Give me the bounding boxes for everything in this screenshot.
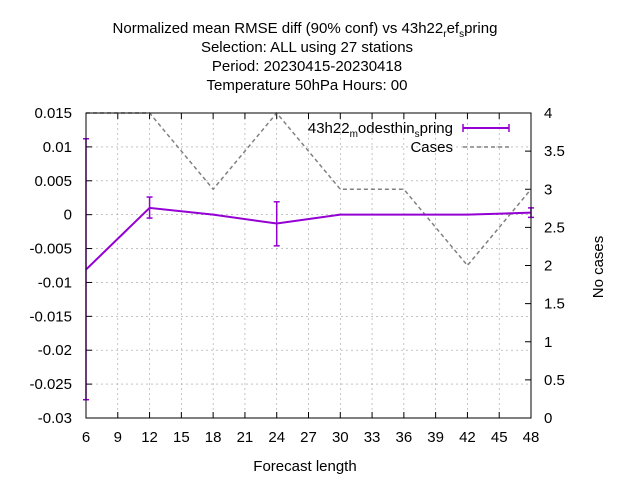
y2-tick-label: 4 bbox=[544, 105, 552, 122]
x-tick-label: 9 bbox=[114, 429, 122, 446]
title-line-1: Normalized mean RMSE diff (90% conf) vs … bbox=[113, 20, 498, 40]
x-tick-label: 39 bbox=[427, 429, 444, 446]
y2-tick-label: 3 bbox=[544, 181, 552, 198]
y2-tick-label: 3.5 bbox=[544, 143, 565, 160]
y2-tick-label: 1 bbox=[544, 334, 552, 351]
x-tick-label: 6 bbox=[82, 429, 90, 446]
main-series-line bbox=[85, 206, 532, 271]
title-sub-2: s bbox=[459, 29, 464, 40]
title-line-3: Period: 20230415-20230418 bbox=[212, 58, 402, 75]
y2-tick-label: 0.5 bbox=[544, 372, 565, 389]
title-main: Normalized mean RMSE diff (90% conf) vs … bbox=[113, 20, 444, 37]
x-tick-label: 18 bbox=[205, 429, 222, 446]
series-cases bbox=[86, 111, 532, 267]
legend: 43h22modesthinspring Cases bbox=[308, 120, 510, 156]
legend-swatch-main-series bbox=[462, 124, 510, 132]
cases-line bbox=[86, 111, 532, 267]
y2-tick-label: 1.5 bbox=[544, 296, 565, 313]
x-tick-label: 21 bbox=[237, 429, 254, 446]
legend-label-main-series: 43h22modesthinspring bbox=[308, 120, 453, 140]
x-tick-label: 30 bbox=[332, 429, 349, 446]
plot-frame bbox=[85, 112, 532, 419]
y-tick-label: -0.03 bbox=[38, 410, 72, 427]
title-line-2: Selection: ALL using 27 stations bbox=[201, 39, 413, 56]
chart-title: Normalized mean RMSE diff (90% conf) vs … bbox=[113, 20, 498, 94]
x-tick-label: 45 bbox=[491, 429, 508, 446]
legend-label-cases: Cases bbox=[410, 139, 453, 156]
y2-axis-ticks: 4 3.5 3 2.5 2 1.5 1 0.5 0 bbox=[525, 105, 565, 427]
y-tick-label: 0.005 bbox=[34, 173, 72, 190]
y2-tick-label: 2 bbox=[544, 258, 552, 275]
y2-tick-label: 2.5 bbox=[544, 219, 565, 236]
x-axis-ticks: 6 9 12 15 18 21 24 27 30 33 36 39 42 45 48 bbox=[82, 113, 540, 446]
x-tick-label: 27 bbox=[300, 429, 317, 446]
x-tick-label: 15 bbox=[173, 429, 190, 446]
title-sub-1: r bbox=[443, 29, 447, 40]
y-tick-label: -0.025 bbox=[29, 376, 72, 393]
y-tick-label: 0.015 bbox=[34, 105, 72, 122]
y-tick-label: -0.015 bbox=[29, 308, 72, 325]
y-tick-label: -0.02 bbox=[38, 342, 72, 359]
y-tick-label: 0 bbox=[64, 207, 72, 224]
x-tick-label: 36 bbox=[396, 429, 413, 446]
x-tick-label: 42 bbox=[459, 429, 476, 446]
x-tick-label: 48 bbox=[523, 429, 540, 446]
y-tick-label: -0.005 bbox=[29, 241, 72, 258]
title-mid: ef bbox=[447, 20, 460, 37]
title-tail: pring bbox=[464, 20, 497, 37]
x-tick-label: 12 bbox=[141, 429, 158, 446]
y-tick-label: 0.01 bbox=[43, 139, 72, 156]
title-line-4: Temperature 50hPa Hours: 00 bbox=[207, 77, 408, 94]
y-tick-label: -0.01 bbox=[38, 274, 72, 291]
y2-tick-label: 0 bbox=[544, 410, 552, 427]
x-tick-label: 33 bbox=[364, 429, 381, 446]
y-axis-ticks: 0.015 0.01 0.005 0 -0.005 -0.01 -0.015 -0.02 -0.… bbox=[29, 105, 92, 427]
x-axis-label: Forecast length bbox=[253, 458, 356, 475]
grid bbox=[86, 113, 531, 418]
x-tick-label: 24 bbox=[268, 429, 285, 446]
y2-axis-label: No cases bbox=[590, 236, 607, 299]
